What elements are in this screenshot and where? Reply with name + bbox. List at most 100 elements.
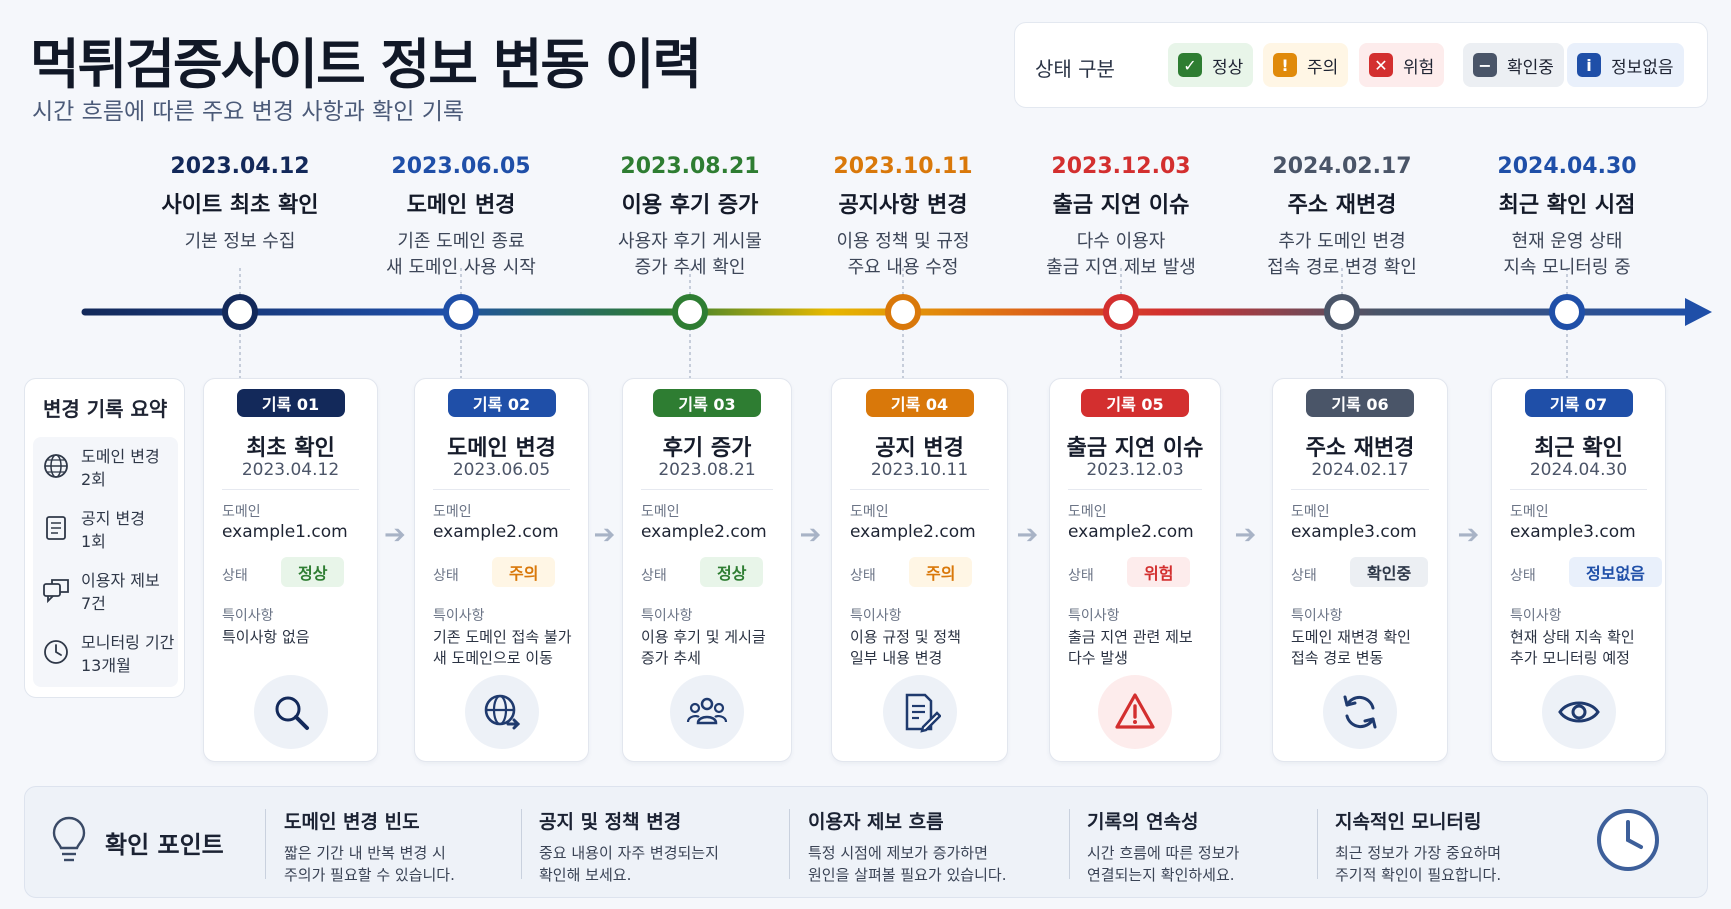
change-summary-panel: 변경 기록 요약 도메인 변경 2회 공지 변경 1회 이용자 제보 7건 모니터링 … xyxy=(24,378,185,698)
timeline-event-5: 2023.12.03 출금 지연 이슈 다수 이용자 출금 지연 제보 발생 xyxy=(1001,154,1241,281)
timeline-description: 현재 운영 상태 지속 모니터링 중 xyxy=(1503,231,1631,278)
status-label: 상태 xyxy=(641,568,667,584)
timeline-date: 2023.04.12 xyxy=(170,154,310,179)
note-label: 특이사항 xyxy=(850,608,902,624)
timeline-date: 2023.06.05 xyxy=(391,154,531,179)
check-point-1: 도메인 변경 빈도 짧은 기간 내 반복 변경 시 주의가 필요할 수 있습니다. xyxy=(284,807,455,886)
record-badge: 기록 07 xyxy=(1524,389,1633,417)
timeline-title: 이용 후기 증가 xyxy=(621,193,759,218)
minus-icon: − xyxy=(1473,53,1497,77)
timeline-title: 사이트 최초 확인 xyxy=(161,193,319,218)
status-badge: 정보없음 xyxy=(1569,557,1662,587)
clock-icon xyxy=(1597,809,1659,871)
check-point-5: 지속적인 모니터링 최근 정보가 가장 중요하며 주기적 확인이 필요합니다. xyxy=(1335,807,1501,886)
check-point-desc: 중요 내용이 자주 변경되는지 확인해 보세요. xyxy=(539,844,719,884)
timeline-description: 기본 정보 수집 xyxy=(184,231,296,252)
search-icon xyxy=(275,696,309,730)
record-card-3: 기록 03 후기 증가 2023.08.21 도메인 example2.com 상태 정상 특… xyxy=(622,378,792,762)
divider xyxy=(1510,489,1647,490)
record-icon xyxy=(1098,675,1172,749)
timeline-event-6: 2024.02.17 주소 재변경 추가 도메인 변경 접속 경로 변경 확인 xyxy=(1222,154,1462,281)
record-title: 공지 변경 xyxy=(875,436,964,461)
timeline-title: 도메인 변경 xyxy=(406,193,516,218)
domain-value: example3.com xyxy=(1291,522,1417,542)
refresh-icon xyxy=(1343,695,1377,729)
domain-value: example2.com xyxy=(641,522,767,542)
timeline-date: 2023.10.11 xyxy=(833,154,973,179)
divider xyxy=(789,809,790,879)
timeline-node-2 xyxy=(443,294,479,330)
domain-value: example2.com xyxy=(1068,522,1194,542)
timeline-description: 다수 이용자 출금 지연 제보 발생 xyxy=(1046,231,1196,278)
record-badge: 기록 04 xyxy=(865,389,974,417)
timeline-event-3: 2023.08.21 이용 후기 증가 사용자 후기 게시물 증가 추세 확인 xyxy=(570,154,810,281)
status-legend: 상태 구분 ✓ 정상! 주의 ✕ 위험 − 확인중 i 정보없음 xyxy=(1014,22,1708,108)
note-text: 특이사항 없음 xyxy=(222,628,310,646)
note-label: 특이사항 xyxy=(641,608,693,624)
record-card-2: 기록 02 도메인 변경 2023.06.05 도메인 example2.com 상태 주의… xyxy=(414,378,589,762)
record-icon xyxy=(670,675,744,749)
record-title: 주소 재변경 xyxy=(1305,436,1415,461)
exclamation-icon: ! xyxy=(1273,53,1297,77)
note-label: 특이사항 xyxy=(1068,608,1120,624)
legend-chip-3: − 확인중 xyxy=(1463,43,1564,87)
timeline-description: 이용 정책 및 규정 주요 내용 수정 xyxy=(836,231,970,278)
domain-label: 도메인 xyxy=(850,504,889,520)
record-icon xyxy=(253,675,328,749)
divider xyxy=(521,809,522,879)
domain-value: example3.com xyxy=(1510,522,1636,542)
record-badge: 기록 06 xyxy=(1306,389,1414,417)
note-text: 이용 규정 및 정책 일부 내용 변경 xyxy=(850,628,961,667)
check-point-desc: 최근 정보가 가장 중요하며 주기적 확인이 필요합니다. xyxy=(1335,844,1502,884)
check-points-title: 확인 포인트 xyxy=(105,831,224,859)
record-card-6: 기록 06 주소 재변경 2024.02.17 도메인 example3.com 상태 확인… xyxy=(1272,378,1448,762)
flow-arrow-icon: ➔ xyxy=(1016,520,1039,550)
timeline-node-5 xyxy=(1103,294,1139,330)
status-badge: 확인중 xyxy=(1350,557,1429,587)
timeline-date: 2024.02.17 xyxy=(1272,154,1412,179)
divider xyxy=(265,809,266,879)
record-date: 2024.02.17 xyxy=(1311,460,1409,480)
check-point-desc: 짧은 기간 내 반복 변경 시 주의가 필요할 수 있습니다. xyxy=(284,844,455,884)
record-icon xyxy=(1323,675,1397,749)
note-label: 특이사항 xyxy=(222,608,274,624)
note-text: 기존 도메인 접속 불가 새 도메인으로 이동 xyxy=(433,628,572,667)
domain-label: 도메인 xyxy=(222,504,261,520)
page-subtitle: 시간 흐름에 따른 주요 변경 사항과 확인 기록 xyxy=(32,99,465,125)
domain-label: 도메인 xyxy=(1510,504,1549,520)
timeline-description: 기존 도메인 종료 새 도메인 사용 시작 xyxy=(386,231,536,278)
record-title: 최초 확인 xyxy=(246,436,335,461)
record-badge: 기록 05 xyxy=(1081,389,1189,417)
domain-label: 도메인 xyxy=(641,504,680,520)
timeline-date: 2023.08.21 xyxy=(620,154,760,179)
record-date: 2023.08.21 xyxy=(658,460,756,480)
timeline-date: 2023.12.03 xyxy=(1051,154,1191,179)
chat-icon xyxy=(43,579,69,604)
legend-chip-label: 정상 xyxy=(1212,57,1244,78)
status-badge: 위험 xyxy=(1127,557,1191,587)
status-label: 상태 xyxy=(1291,568,1317,584)
divider xyxy=(1291,489,1429,490)
legend-chip-4: i 정보없음 xyxy=(1567,43,1684,87)
record-card-5: 기록 05 출금 지연 이슈 2023.12.03 도메인 example2.com 상태… xyxy=(1049,378,1221,762)
domain-value: example1.com xyxy=(222,522,348,542)
info-icon: i xyxy=(1577,53,1601,77)
record-icon xyxy=(1541,675,1616,749)
record-icon xyxy=(882,675,957,749)
domain-value: example2.com xyxy=(850,522,976,542)
record-title: 도메인 변경 xyxy=(447,436,556,461)
note-label: 특이사항 xyxy=(1510,608,1562,624)
timeline-title: 공지사항 변경 xyxy=(838,193,968,218)
document-edit-icon xyxy=(905,693,941,733)
record-date: 2023.10.11 xyxy=(870,460,969,480)
record-date: 2023.06.05 xyxy=(452,460,551,480)
flow-arrow-icon: ➔ xyxy=(593,520,616,550)
domain-value: example2.com xyxy=(433,522,559,542)
clock-icon xyxy=(44,640,68,664)
record-date: 2024.04.30 xyxy=(1529,460,1628,480)
divider xyxy=(641,489,773,490)
check-point-desc: 시간 흐름에 따른 정보가 연결되는지 확인하세요. xyxy=(1087,844,1240,884)
status-label: 상태 xyxy=(1068,568,1094,584)
